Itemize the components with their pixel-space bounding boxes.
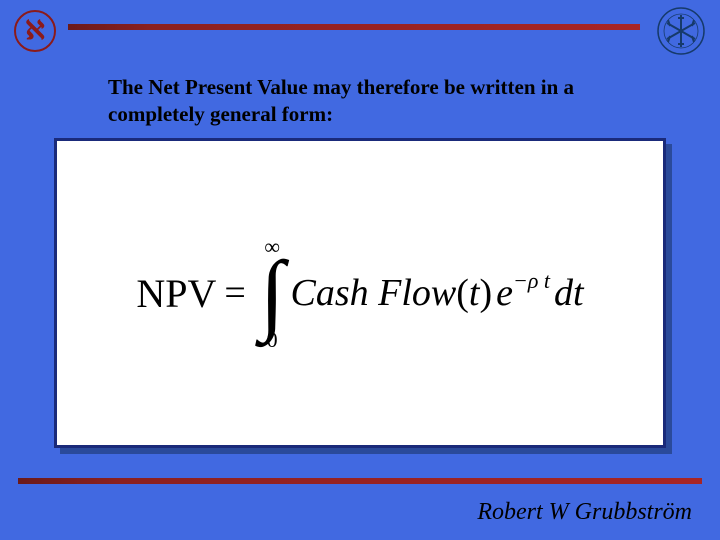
formula-panel: NPV = ∞ ∫ 0 Cash Flow (t) e −ρ t dt (54, 138, 666, 448)
npv-formula: NPV = ∞ ∫ 0 Cash Flow (t) e −ρ t dt (136, 236, 583, 351)
differential: dt (554, 271, 584, 315)
integrand-cashflow: Cash Flow (291, 271, 457, 315)
integral-sign: ∫ (260, 262, 285, 325)
formula-container: NPV = ∞ ∫ 0 Cash Flow (t) e −ρ t dt (54, 138, 666, 448)
exp-base: e (496, 271, 513, 315)
top-divider-bar (68, 24, 640, 30)
integral-lower-limit: 0 (267, 329, 278, 351)
exp-superscript: −ρ t (513, 268, 550, 294)
integrand-arg: (t) (456, 271, 492, 315)
formula-lhs: NPV (136, 270, 216, 317)
slide-body-text: The Net Present Value may therefore be w… (108, 74, 620, 129)
aleph-logo: ℵ (14, 10, 56, 52)
formula-equals: = (224, 271, 245, 315)
aleph-glyph: ℵ (25, 16, 44, 46)
author-signature: Robert W Grubbström (477, 499, 692, 526)
snowflake-emblem (656, 6, 706, 56)
bottom-divider-bar (18, 478, 702, 484)
integral-symbol: ∞ ∫ 0 (260, 236, 285, 351)
